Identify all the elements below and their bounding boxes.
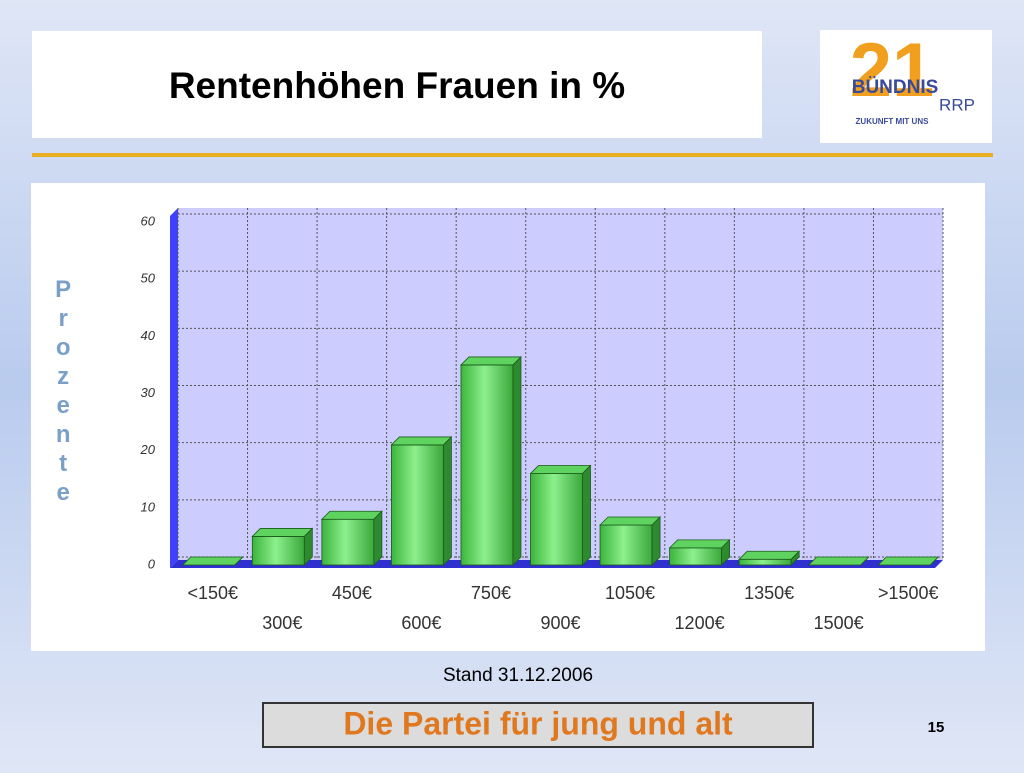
logo-slogan: ZUKUNFT MIT UNS [856, 117, 930, 126]
bar-top [668, 539, 731, 549]
bar [320, 510, 383, 566]
bar-front [391, 444, 444, 566]
bar-top [599, 516, 662, 526]
bar-side [860, 556, 869, 566]
bar [877, 556, 940, 566]
bar-side [582, 464, 591, 566]
bar-side [443, 435, 452, 566]
logo-box [820, 30, 992, 143]
logo-name: BÜNDNIS [852, 77, 939, 98]
note: Stand 31.12.2006 [443, 665, 593, 686]
bar [599, 516, 662, 566]
bar [390, 435, 453, 566]
bar-top [807, 556, 870, 566]
bar-top [529, 465, 592, 474]
title-box [32, 31, 762, 138]
logo-suffix: RRP [939, 95, 975, 114]
x-tick-label: 450€ [332, 583, 372, 603]
bar [251, 527, 314, 566]
y-axis-wall [170, 208, 178, 568]
bar-side [303, 527, 313, 566]
bar-side [512, 355, 522, 566]
bar-side [651, 516, 661, 566]
bar-side [373, 510, 383, 566]
y-tick-label: 10 [141, 499, 156, 514]
logo-number: 21 [850, 28, 935, 113]
bar-side [929, 556, 939, 566]
bar-front [460, 364, 514, 566]
y-tick-label: 0 [148, 556, 156, 571]
x-tick-label: 1050€ [605, 583, 655, 603]
slide-title: Rentenhöhen Frauen in % [169, 65, 625, 106]
bar [668, 538, 731, 566]
divider [32, 153, 993, 157]
bar [529, 464, 592, 566]
x-tick-label: 900€ [540, 613, 580, 633]
bar-side [721, 538, 730, 566]
footer-text: Die Partei für jung und alt [343, 705, 733, 741]
bar [738, 550, 801, 566]
bar [459, 355, 522, 566]
bar-side [790, 550, 800, 566]
x-tick-label: 750€ [471, 583, 511, 603]
x-tick-label: >1500€ [878, 583, 939, 603]
bar [181, 556, 244, 566]
x-tick-label: 1200€ [675, 613, 725, 633]
bar-front [251, 536, 305, 566]
bar-front [599, 524, 653, 566]
bar-top [251, 528, 314, 537]
bar-side [234, 556, 244, 566]
y-tick-label: 30 [141, 385, 156, 400]
bar-front [738, 558, 792, 566]
bar-top [181, 556, 244, 566]
bar-front [321, 518, 375, 566]
bar-top [877, 556, 940, 566]
y-tick-label: 20 [140, 442, 156, 457]
bar-front [530, 473, 583, 566]
page-number: 15 [928, 719, 945, 736]
x-tick-label: 1500€ [814, 613, 864, 633]
x-tick-label: 1350€ [744, 583, 794, 603]
bar [807, 556, 870, 566]
y-tick-label: 50 [141, 271, 156, 286]
y-tick-label: 60 [141, 213, 156, 228]
x-tick-label: <150€ [187, 583, 238, 603]
footer-box [262, 702, 814, 748]
bar-front [669, 547, 722, 566]
bar-top [738, 550, 801, 560]
y-axis-label: Prozente [50, 276, 77, 508]
bar-top [390, 436, 453, 446]
x-tick-label: 300€ [262, 613, 302, 633]
bar-top [320, 510, 383, 520]
x-tick-label: 600€ [401, 613, 441, 633]
bar-top [459, 356, 522, 366]
y-tick-label: 40 [141, 328, 156, 343]
